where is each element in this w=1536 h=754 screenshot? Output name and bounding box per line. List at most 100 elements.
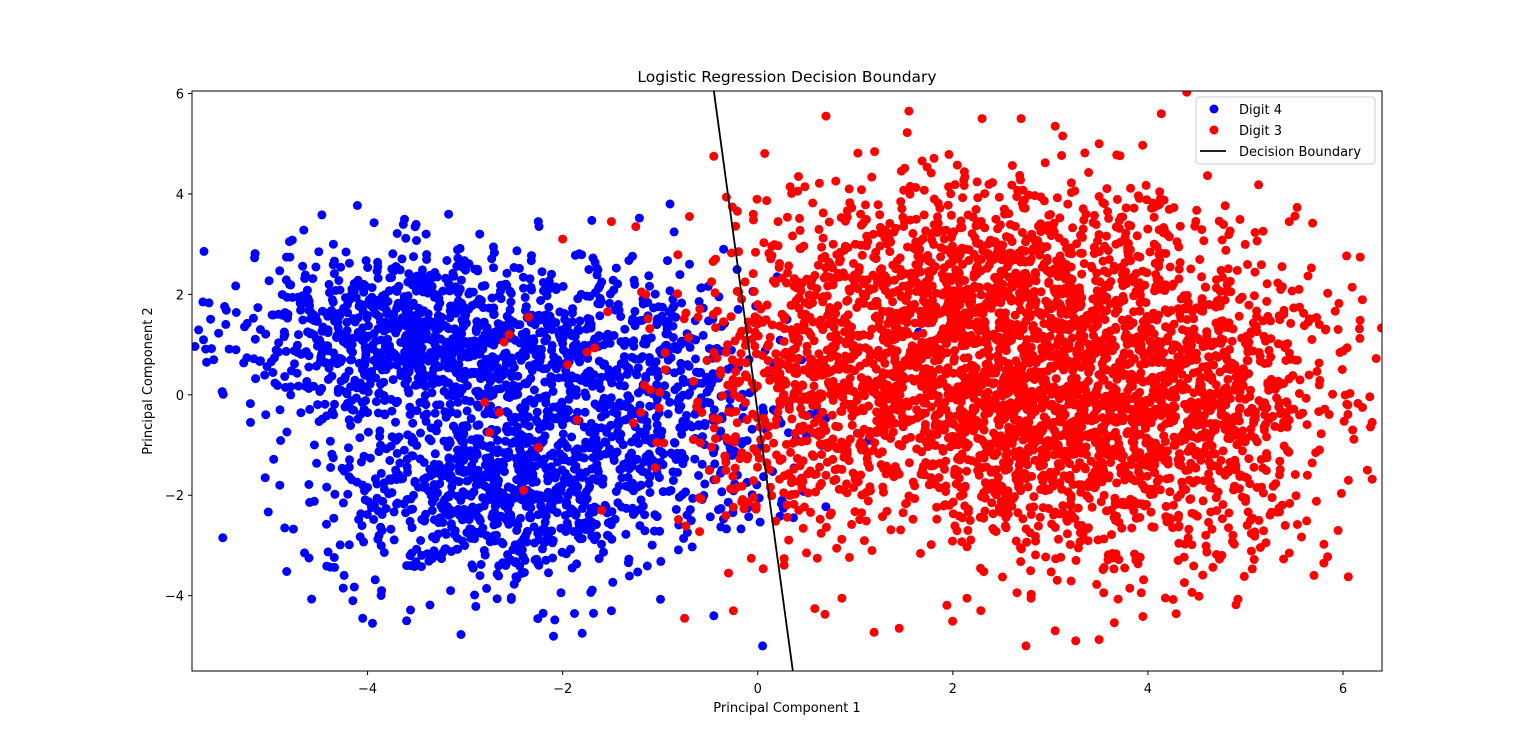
data-point <box>221 319 231 329</box>
data-point <box>421 229 431 239</box>
data-point <box>582 368 592 378</box>
data-point <box>622 369 632 379</box>
data-point <box>518 463 528 473</box>
data-point <box>627 437 637 447</box>
data-point <box>520 292 530 302</box>
data-point <box>700 418 710 428</box>
data-point <box>434 518 444 528</box>
data-point <box>475 229 485 239</box>
data-point <box>622 398 632 408</box>
data-point <box>1034 393 1044 403</box>
data-point <box>1229 539 1239 549</box>
data-point <box>652 394 662 404</box>
data-point <box>599 405 609 415</box>
data-point <box>576 452 586 462</box>
data-point <box>452 261 462 271</box>
data-point <box>466 414 476 424</box>
data-point <box>758 564 768 574</box>
data-point <box>525 455 535 464</box>
data-point <box>736 524 746 534</box>
data-point <box>459 444 469 453</box>
data-point <box>361 281 371 291</box>
data-point <box>538 544 547 554</box>
data-point <box>502 268 512 278</box>
data-point <box>551 318 561 328</box>
data-point <box>261 410 271 420</box>
data-point <box>192 342 200 351</box>
data-point <box>209 355 219 365</box>
data-point <box>342 339 352 349</box>
data-point <box>498 464 508 474</box>
data-point <box>1246 546 1256 556</box>
data-point <box>607 534 617 544</box>
data-point <box>988 379 998 389</box>
data-point <box>248 313 258 323</box>
data-point <box>499 352 509 362</box>
data-point <box>694 471 704 480</box>
data-point <box>669 227 679 237</box>
data-point <box>707 277 717 287</box>
data-point <box>624 464 634 474</box>
data-point <box>523 337 533 347</box>
data-point <box>758 641 768 651</box>
data-point <box>529 522 539 532</box>
data-point <box>610 514 620 524</box>
data-point <box>1202 547 1212 557</box>
data-point <box>1052 193 1062 203</box>
data-point <box>849 387 859 397</box>
data-point <box>949 419 959 429</box>
data-point <box>250 334 260 344</box>
data-point <box>690 454 700 464</box>
data-point <box>582 324 592 334</box>
data-point <box>305 404 315 414</box>
data-point <box>596 423 606 433</box>
data-point <box>615 373 625 383</box>
data-point <box>380 357 390 367</box>
data-point <box>815 514 825 524</box>
data-point <box>314 247 324 257</box>
data-point <box>685 388 694 398</box>
data-point <box>594 554 604 564</box>
data-point <box>609 331 619 340</box>
data-point <box>448 268 458 278</box>
data-point <box>432 400 442 410</box>
data-point <box>1249 462 1259 472</box>
data-point <box>504 387 514 397</box>
data-point <box>391 417 400 427</box>
data-point <box>656 556 666 566</box>
data-point <box>486 460 496 470</box>
data-point <box>443 442 453 452</box>
data-point <box>629 336 639 346</box>
data-point <box>566 372 575 382</box>
data-point <box>619 341 629 350</box>
data-point <box>611 263 621 273</box>
data-point <box>580 388 590 398</box>
data-point <box>1056 552 1066 562</box>
data-point <box>545 500 555 510</box>
data-point <box>706 379 716 389</box>
data-point <box>709 611 719 621</box>
data-point <box>1062 515 1072 525</box>
data-point <box>369 303 379 313</box>
data-point <box>492 448 502 458</box>
data-point <box>503 482 513 492</box>
data-point <box>375 426 385 436</box>
data-point <box>1224 523 1233 533</box>
data-point <box>335 285 345 295</box>
data-point <box>308 274 318 284</box>
data-point <box>441 509 451 519</box>
data-point <box>478 303 488 313</box>
data-point <box>907 356 917 366</box>
data-point <box>986 363 996 373</box>
data-point <box>470 367 480 377</box>
data-point <box>850 239 860 249</box>
data-point <box>374 312 384 322</box>
data-point <box>886 525 896 535</box>
data-point <box>285 252 295 262</box>
data-point <box>610 402 620 411</box>
data-point <box>558 281 568 291</box>
data-point <box>315 387 325 396</box>
data-point <box>1038 503 1048 513</box>
data-point <box>431 534 440 544</box>
data-point <box>369 218 379 228</box>
